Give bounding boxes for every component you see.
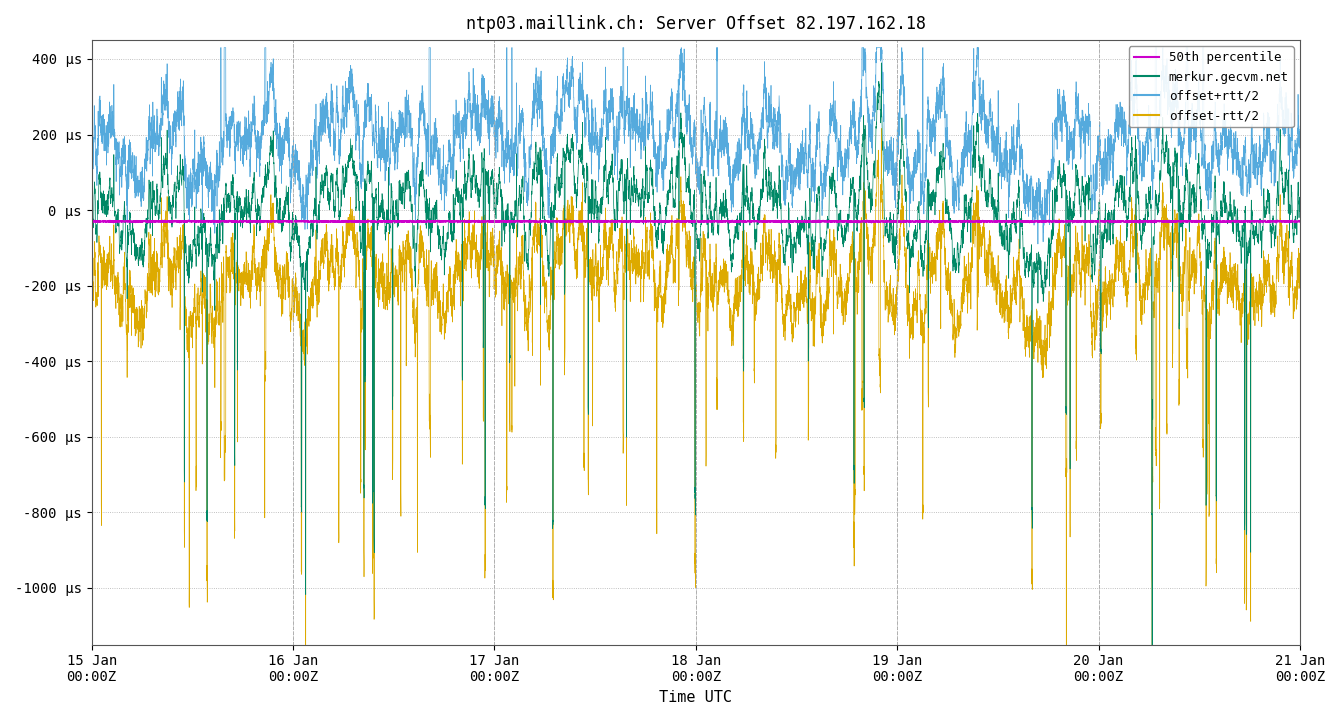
X-axis label: Time UTC: Time UTC xyxy=(659,690,732,705)
Title: ntp03.maillink.ch: Server Offset 82.197.162.18: ntp03.maillink.ch: Server Offset 82.197.… xyxy=(466,15,926,33)
Legend: 50th percentile, merkur.gecvm.net, offset+rtt/2, offset-rtt/2: 50th percentile, merkur.gecvm.net, offse… xyxy=(1128,46,1293,127)
